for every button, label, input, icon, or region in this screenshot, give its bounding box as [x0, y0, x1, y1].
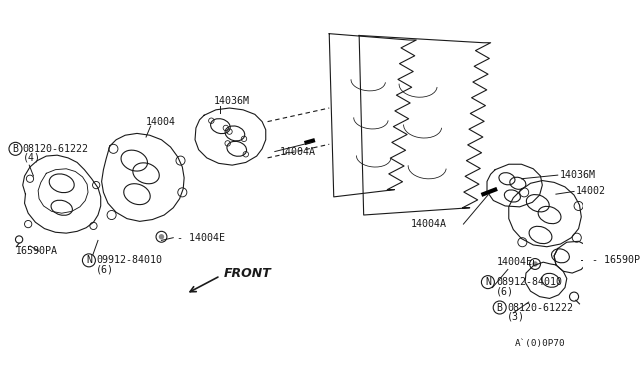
- Text: (4): (4): [23, 153, 41, 163]
- Text: - 14004E: - 14004E: [177, 233, 225, 243]
- Text: 14004: 14004: [146, 116, 176, 126]
- Text: - 16590P: - 16590P: [592, 255, 640, 265]
- Text: 08120-61222: 08120-61222: [23, 144, 89, 154]
- Text: I6590PA: I6590PA: [15, 246, 58, 256]
- Text: A`(0)0P70: A`(0)0P70: [515, 339, 565, 348]
- Text: B: B: [12, 144, 19, 154]
- Text: 14004A: 14004A: [411, 219, 447, 229]
- Text: 14002: 14002: [576, 186, 606, 196]
- Text: 08912-84010: 08912-84010: [496, 277, 562, 287]
- Circle shape: [159, 234, 164, 240]
- Circle shape: [532, 261, 538, 267]
- Text: N: N: [86, 255, 92, 265]
- Text: B: B: [497, 302, 502, 312]
- Text: 14004A: 14004A: [279, 147, 316, 157]
- Text: (6): (6): [96, 264, 114, 275]
- Text: 14036M: 14036M: [559, 170, 596, 180]
- Text: 14004E: 14004E: [497, 257, 533, 267]
- Text: FRONT: FRONT: [224, 267, 272, 279]
- Text: 08120-61222: 08120-61222: [507, 302, 573, 312]
- Text: N: N: [485, 277, 491, 287]
- Text: 09912-84010: 09912-84010: [96, 255, 162, 265]
- Text: (6): (6): [496, 286, 514, 296]
- Text: 14036M: 14036M: [214, 96, 250, 106]
- Text: (3): (3): [507, 312, 525, 321]
